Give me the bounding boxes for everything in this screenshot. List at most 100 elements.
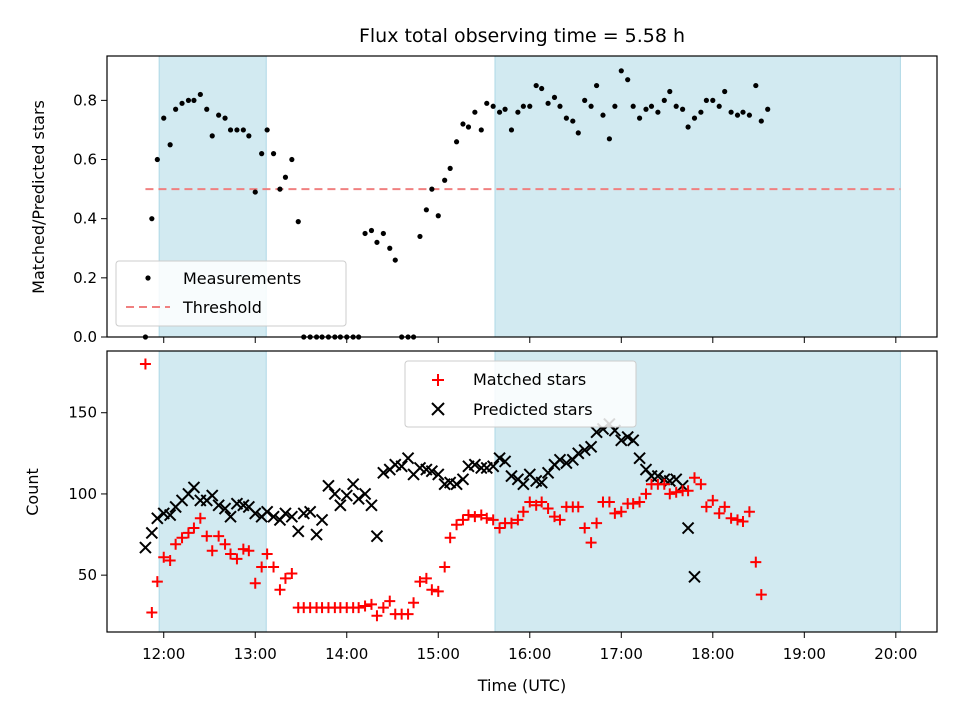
measurement-point <box>246 133 252 139</box>
legend-threshold-label: Threshold <box>182 298 262 317</box>
measurement-point <box>648 103 655 109</box>
x-tick-label: 17:00 <box>600 645 643 663</box>
measurement-point <box>636 115 643 121</box>
matched-stars-point <box>225 548 237 560</box>
measurement-point <box>618 68 624 74</box>
matched-stars-point <box>554 514 566 526</box>
matched-stars-point <box>164 555 176 567</box>
matched-stars-point <box>603 496 615 508</box>
bottom-panel-yticks: 50 100 150 <box>68 404 107 584</box>
measurement-point <box>490 103 496 109</box>
x-tick-label: 16:00 <box>508 645 551 663</box>
measurement-point <box>435 213 441 219</box>
predicted-stars-point <box>377 466 390 480</box>
matched-stars-point <box>707 494 719 506</box>
predicted-stars-point <box>475 461 488 475</box>
predicted-stars-point <box>578 443 591 457</box>
matched-stars-point <box>286 568 298 580</box>
matched-stars-point <box>670 486 682 498</box>
predicted-stars-point <box>187 481 201 494</box>
predicted-stars-point <box>560 456 573 470</box>
predicted-stars-point <box>633 451 646 465</box>
measurement-point <box>453 139 460 145</box>
matched-stars-point <box>524 496 536 508</box>
predicted-stars-point <box>303 505 317 519</box>
matched-stars-point <box>725 512 737 524</box>
predicted-stars-point <box>681 521 695 535</box>
measurement-point <box>216 112 222 118</box>
measurement-point <box>423 207 429 213</box>
matched-stars-point <box>201 530 213 542</box>
measurement-point <box>716 103 722 109</box>
matched-stars-point <box>365 598 377 610</box>
measurement-point <box>429 186 435 192</box>
bottom-panel-xticks: 12:00 13:00 14:00 15:00 16:00 17:00 18:00 19:00… <box>142 632 917 663</box>
measurement-point <box>289 156 295 163</box>
matched-stars-point <box>719 501 731 513</box>
matched-stars-point <box>377 602 389 614</box>
measurement-point <box>465 124 472 130</box>
measurement-point <box>227 127 234 133</box>
matched-stars-point <box>426 584 438 596</box>
matched-stars-point <box>542 503 554 515</box>
measurement-point <box>582 97 588 103</box>
x-tick-label: 15:00 <box>417 645 460 663</box>
predicted-stars-point <box>340 489 353 502</box>
matched-stars-point <box>469 511 481 523</box>
measurement-point <box>722 88 728 95</box>
matched-stars-point <box>512 514 524 526</box>
measurement-point <box>442 177 448 183</box>
measurement-point <box>685 124 691 130</box>
matched-stars-point <box>274 584 286 596</box>
predicted-stars-point <box>425 464 439 478</box>
measurement-point <box>374 239 380 245</box>
predicted-stars-point <box>468 458 482 471</box>
measurement-point <box>758 118 764 124</box>
bottom-panel-ylabel: Count <box>23 468 42 516</box>
top-panel-shading <box>158 56 901 337</box>
measurement-point <box>154 156 160 163</box>
top-panel-frame <box>106 55 938 338</box>
matched-stars-point <box>219 538 231 550</box>
y-tick-label: 150 <box>68 404 97 422</box>
matched-stars-point <box>256 561 268 573</box>
y-tick-label: 0.6 <box>73 151 97 169</box>
chart-title: Flux total observing time = 5.58 h <box>359 25 685 47</box>
matched-stars-point <box>713 507 725 519</box>
matched-stars-point <box>536 496 548 508</box>
measurement-point <box>392 257 398 263</box>
matched-stars-point <box>420 572 432 584</box>
matched-stars-point <box>451 519 463 531</box>
matched-stars-point <box>481 512 493 524</box>
measurement-point <box>691 115 698 121</box>
legend-measurements-label: Measurements <box>183 269 301 288</box>
measurement-point <box>533 82 539 89</box>
matched-stars-point <box>755 589 767 601</box>
y-tick-label: 0.2 <box>73 269 97 287</box>
matched-stars-point <box>384 595 396 607</box>
matched-stars-point <box>750 556 762 568</box>
predicted-stars-point <box>334 499 347 512</box>
bottom-legend-box <box>404 360 637 428</box>
x-tick-label: 12:00 <box>142 645 185 663</box>
measurement-point <box>570 118 576 124</box>
matched-stars-point <box>517 506 529 518</box>
y-tick-label: 0.0 <box>73 328 97 346</box>
predicted-stars-point <box>249 507 262 520</box>
x-tick-label: 19:00 <box>783 645 826 663</box>
predicted-stars-point <box>688 570 701 583</box>
predicted-stars-point <box>267 510 280 523</box>
matched-stars-point <box>414 576 426 588</box>
measurement-point <box>282 174 289 180</box>
measurement-point <box>527 103 533 109</box>
measurement-point <box>191 97 197 103</box>
measurement-point <box>575 130 581 136</box>
matched-stars-point <box>579 522 591 534</box>
x-tick-label: 13:00 <box>234 645 277 663</box>
measurement-point <box>368 227 375 234</box>
top-panel-xticks <box>163 337 897 343</box>
measurement-point <box>264 127 270 133</box>
measurement-point <box>698 109 704 115</box>
measurement-point <box>612 103 618 109</box>
predicted-stars-point <box>145 526 159 540</box>
